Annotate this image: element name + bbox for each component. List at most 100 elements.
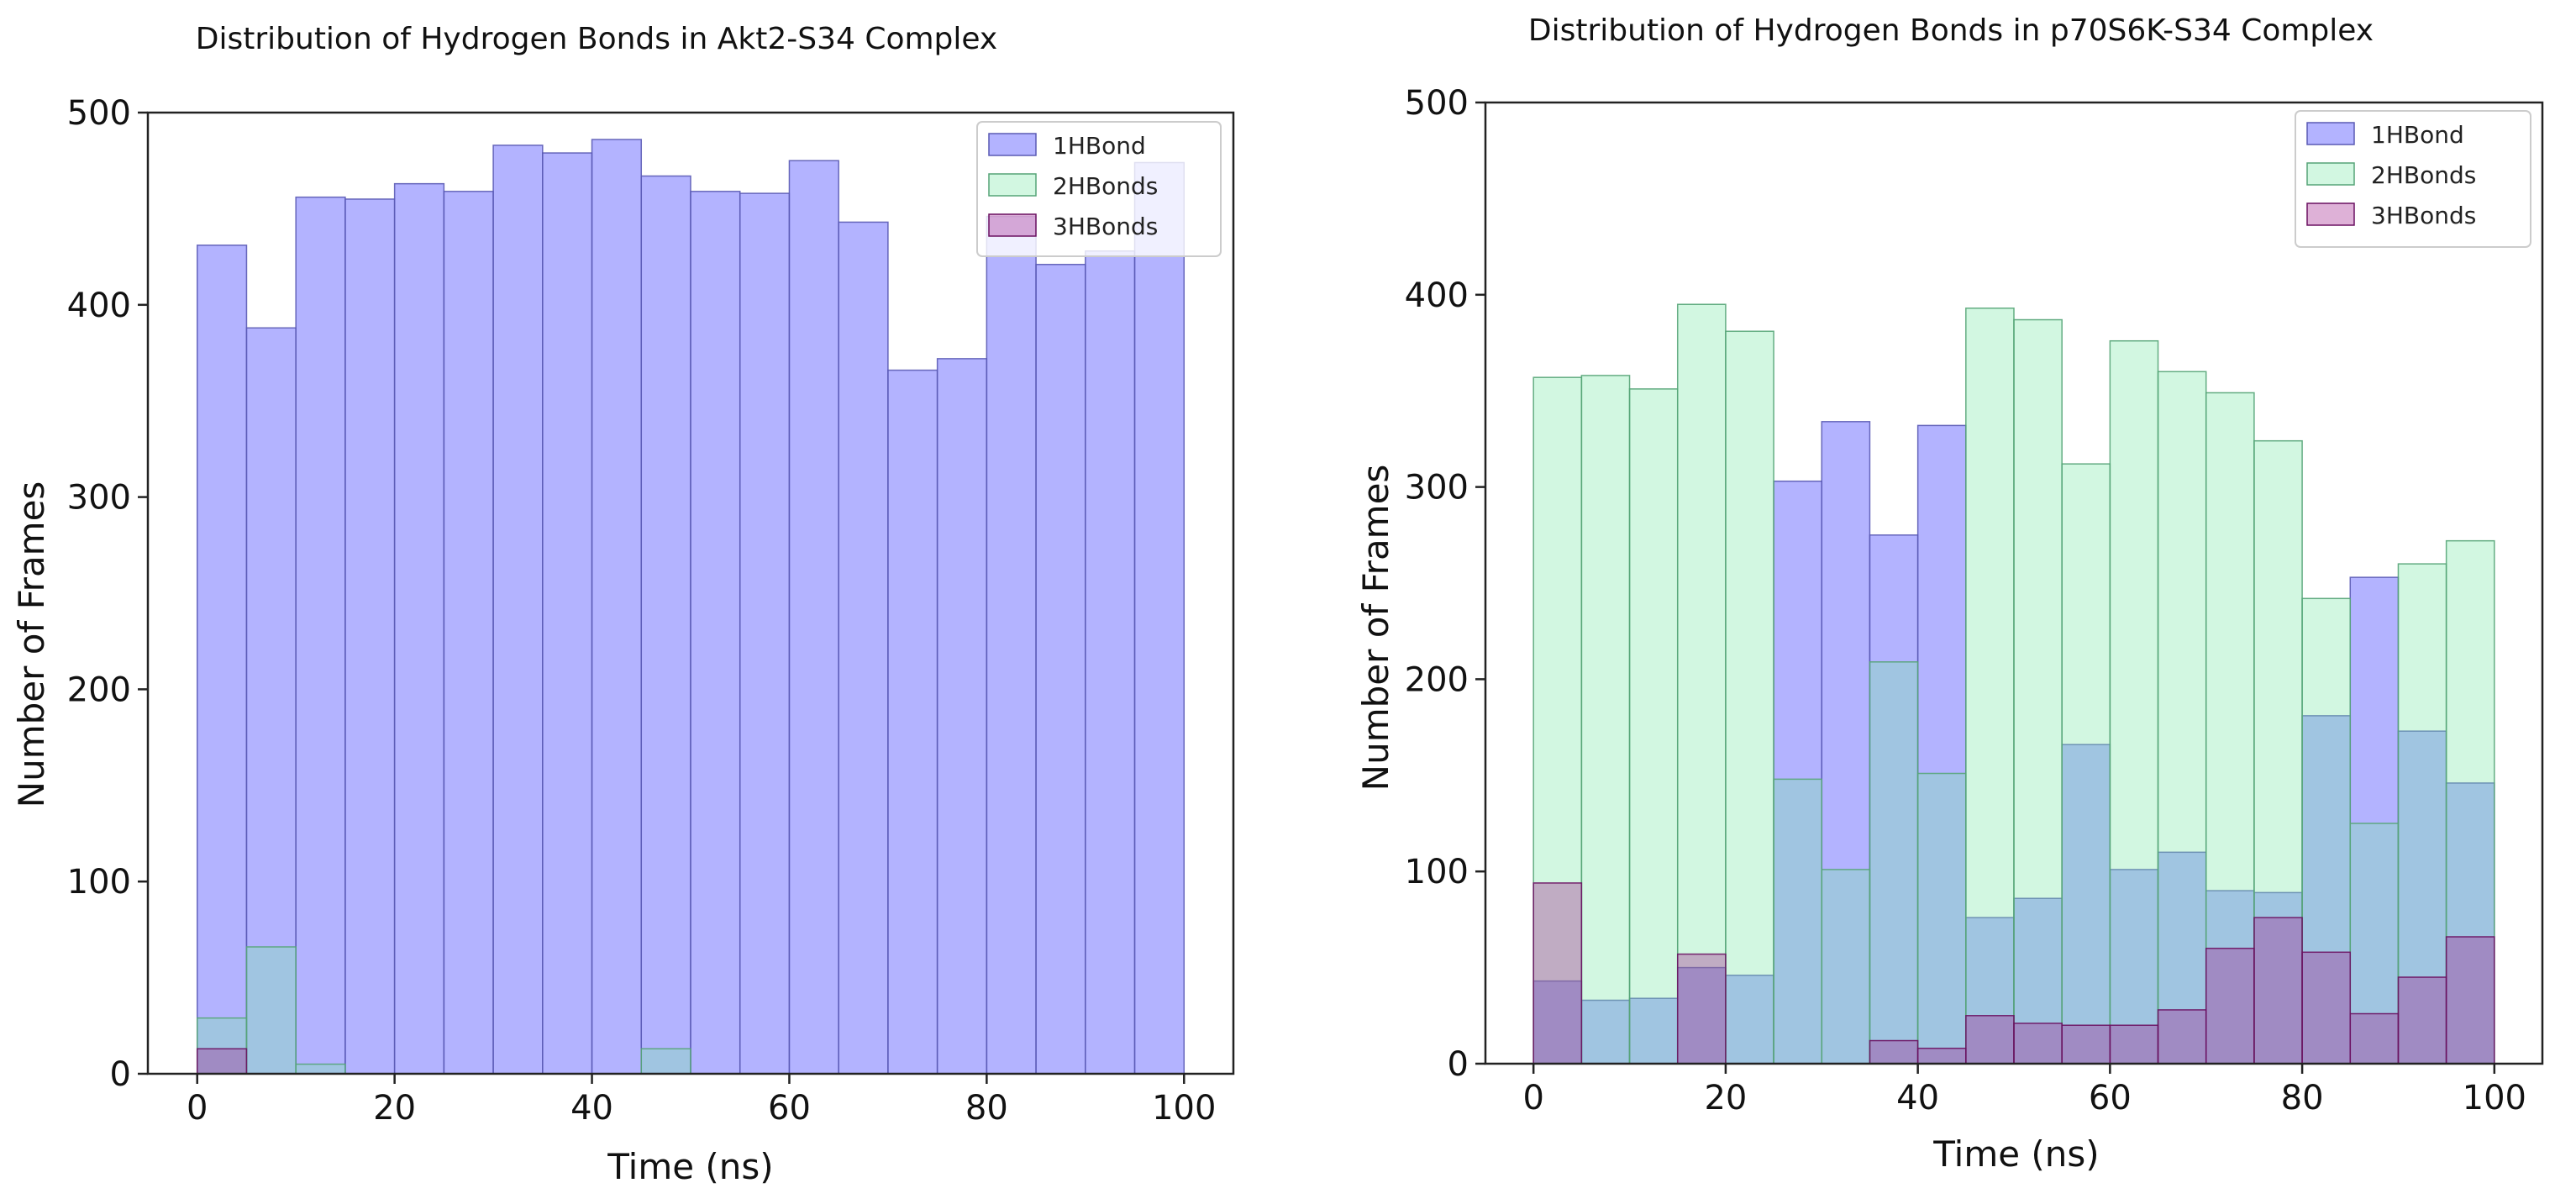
chart-p70s6k: Distribution of Hydrogen Bonds in p70S6K…	[1355, 13, 2544, 1175]
series-3HBonds	[1532, 882, 2495, 1065]
legend-label-3HBonds: 3HBonds	[2371, 202, 2476, 229]
chart-title: Distribution of Hydrogen Bonds in p70S6K…	[1528, 13, 2374, 48]
bar-1HBond-55	[2061, 744, 2111, 1065]
bar-1HBond-90	[1085, 250, 1136, 1075]
y-axis-label: Number of Frames	[11, 481, 52, 808]
bar-2HBonds-55	[2061, 463, 2111, 1065]
bar-1HBond-80	[986, 215, 1037, 1075]
y-tick-label: 300	[67, 479, 131, 518]
x-tick-label: 40	[570, 1089, 613, 1128]
bar-1HBond-15	[344, 198, 396, 1075]
bar-1HBond-85	[1035, 264, 1086, 1075]
bar-3HBonds-15	[1676, 953, 1727, 1065]
series-2HBonds	[1532, 303, 2495, 1065]
legend: 1HBond 2HBonds 3HBonds	[2295, 110, 2531, 248]
y-tick-label: 200	[67, 670, 131, 709]
bar-1HBond-20	[393, 182, 445, 1075]
legend-label-2HBonds: 2HBonds	[2371, 161, 2476, 189]
y-tick-label: 400	[67, 287, 131, 325]
bar-3HBonds-60	[2109, 1024, 2159, 1065]
chart-akt2: Distribution of Hydrogen Bonds in Akt2-S…	[11, 22, 1235, 1187]
chart-title: Distribution of Hydrogen Bonds in Akt2-S…	[196, 22, 997, 56]
x-axis-label: Time (ns)	[607, 1146, 773, 1187]
x-tick-label: 40	[1896, 1079, 1939, 1117]
bar-3HBonds-0	[196, 1048, 248, 1075]
bar-3HBonds-45	[1965, 1015, 2015, 1065]
bar-2HBonds-15	[1676, 303, 1727, 1065]
bar-2HBonds-45	[640, 1048, 691, 1075]
bar-1HBond-75	[2253, 891, 2303, 1065]
bar-2HBonds-30	[1821, 869, 1871, 1065]
bar-1HBond-20	[1725, 975, 1774, 1065]
bar-1HBond-30	[1821, 421, 1871, 1065]
legend-swatch-1HBond	[2306, 122, 2355, 145]
bar-1HBond-95	[1133, 161, 1185, 1075]
bar-1HBond-30	[492, 145, 544, 1075]
bar-1HBond-40	[591, 139, 643, 1075]
bar-1HBond-45	[1965, 917, 2015, 1065]
x-tick-label: 20	[373, 1089, 416, 1128]
bar-1HBond-90	[2397, 730, 2447, 1065]
bar-2HBonds-35	[1869, 661, 1919, 1065]
x-tick-label: 80	[2281, 1079, 2324, 1117]
bar-1HBond-0	[196, 244, 248, 1075]
y-tick-label: 400	[1405, 276, 1469, 315]
bar-2HBonds-5	[1580, 375, 1631, 1065]
y-tick-label: 500	[1405, 84, 1469, 123]
bar-2HBonds-65	[2157, 371, 2207, 1065]
bar-1HBond-65	[838, 221, 889, 1075]
legend-label-1HBond: 1HBond	[2371, 121, 2464, 149]
x-tick-label: 60	[2089, 1079, 2132, 1117]
bar-2HBonds-75	[2253, 439, 2303, 1065]
bar-1HBond-40	[1916, 424, 1967, 1065]
bar-3HBonds-65	[2157, 1009, 2207, 1065]
bar-2HBonds-20	[1725, 330, 1774, 1065]
bar-2HBonds-25	[1773, 778, 1823, 1065]
x-tick-label: 100	[1152, 1089, 1216, 1128]
plot-frame	[146, 111, 1235, 1075]
legend-swatch-3HBonds	[2306, 202, 2355, 226]
y-tick-label: 100	[67, 863, 131, 902]
x-tick-label: 100	[2463, 1079, 2526, 1117]
legend-box	[976, 121, 1222, 257]
bar-2HBonds-90	[2397, 563, 2447, 1065]
bar-2HBonds-40	[1916, 772, 1967, 1065]
bar-3HBonds-35	[1869, 1039, 1919, 1065]
bar-2HBonds-0	[1532, 376, 1583, 1065]
bar-3HBonds-80	[2301, 951, 2352, 1065]
y-tick-label: 0	[1448, 1045, 1469, 1084]
bar-2HBonds-10	[1628, 388, 1679, 1065]
x-ticks: 0 20 40 60 80 100	[187, 1074, 1216, 1128]
y-tick-label: 100	[1405, 853, 1469, 891]
series-1HBond	[196, 139, 1185, 1075]
bar-1HBond-35	[542, 152, 593, 1075]
x-tick-label: 0	[187, 1089, 208, 1128]
bars-layer	[1532, 303, 2495, 1065]
bar-1HBond-5	[1580, 999, 1631, 1065]
bar-2HBonds-10	[295, 1063, 346, 1075]
bar-1HBond-60	[788, 160, 839, 1075]
bar-2HBonds-45	[1965, 308, 2015, 1065]
bar-1HBond-10	[295, 196, 346, 1075]
bar-1HBond-45	[640, 175, 691, 1075]
bar-2HBonds-5	[245, 946, 297, 1075]
legend-label-3HBonds: 3HBonds	[1053, 213, 1158, 240]
bar-3HBonds-40	[1916, 1047, 1967, 1065]
bar-3HBonds-55	[2061, 1024, 2111, 1065]
y-axis-label: Number of Frames	[1355, 465, 1396, 791]
legend-label-2HBonds: 2HBonds	[1053, 172, 1158, 200]
legend-swatch-2HBonds	[988, 173, 1037, 197]
bar-1HBond-70	[887, 369, 938, 1075]
x-axis-label: Time (ns)	[1932, 1133, 2099, 1175]
bar-1HBond-85	[2349, 576, 2400, 1065]
y-tick-label: 300	[1405, 469, 1469, 507]
bar-3HBonds-95	[2445, 936, 2495, 1065]
bar-1HBond-25	[443, 191, 494, 1075]
series-2HBonds	[196, 946, 691, 1075]
y-ticks: 0 100 200 300 400 500	[67, 94, 148, 1094]
y-tick-label: 0	[110, 1055, 131, 1094]
y-ticks: 0 100 200 300 400 500	[1405, 84, 1485, 1084]
bar-1HBond-5	[245, 327, 297, 1075]
bars-layer	[196, 139, 1185, 1075]
